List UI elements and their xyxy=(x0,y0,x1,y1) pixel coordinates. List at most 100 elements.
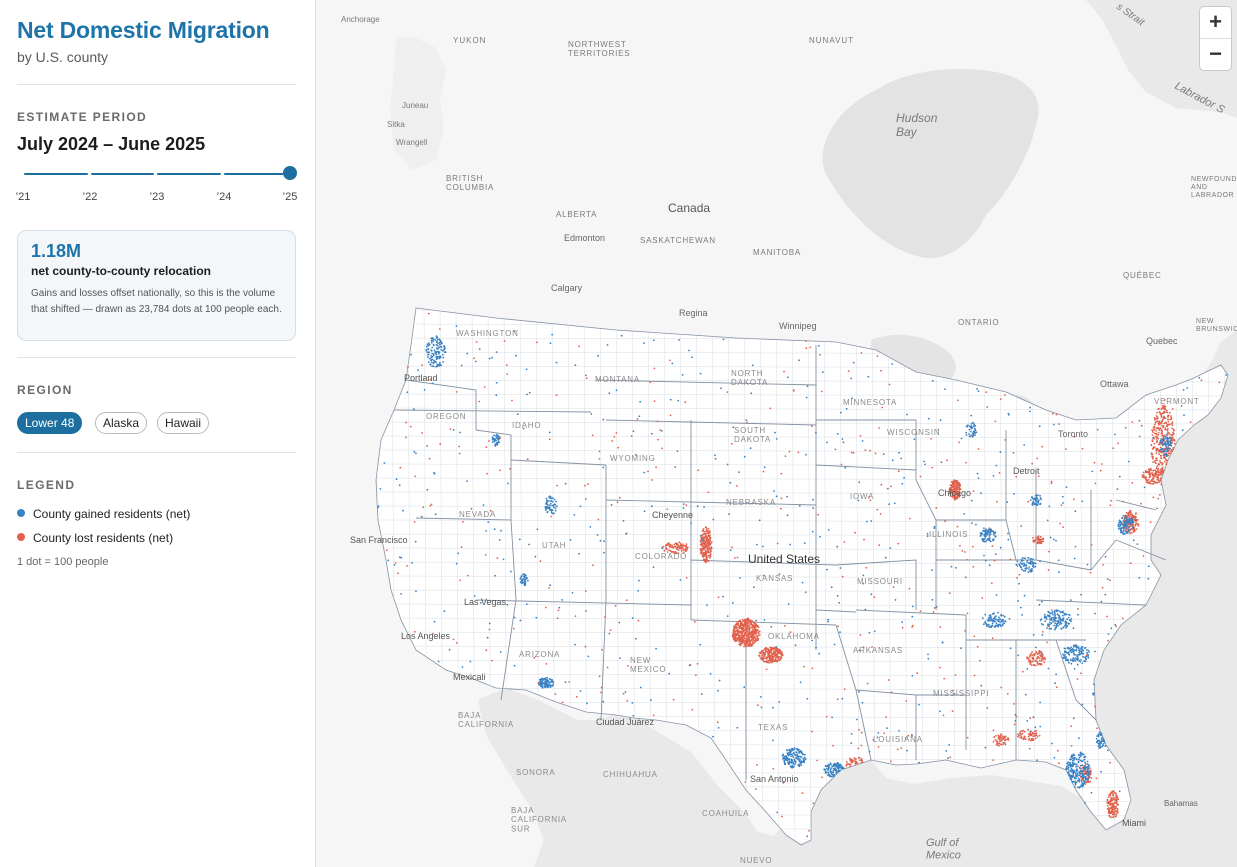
dot-gain xyxy=(836,545,839,548)
dot-gain xyxy=(650,699,652,702)
period-slider[interactable]: ’21 ’22 ’23 ’24 ’25 xyxy=(0,160,316,210)
dot-gain xyxy=(1100,738,1103,740)
dot-gain xyxy=(1058,571,1060,574)
dot-gain xyxy=(800,764,803,767)
dot-loss xyxy=(966,736,969,739)
dot-gain xyxy=(551,678,553,681)
dot-loss xyxy=(1036,457,1039,460)
dot-loss xyxy=(1150,482,1152,485)
dot-gain xyxy=(789,765,792,767)
dot-gain xyxy=(425,349,428,352)
dot-gain xyxy=(1119,524,1122,526)
slider-tick-label[interactable]: ’24 xyxy=(216,191,232,203)
dot-loss xyxy=(865,566,868,569)
united-states-landmass[interactable] xyxy=(375,307,1229,846)
dot-loss xyxy=(1031,660,1034,663)
dot-loss xyxy=(668,542,670,545)
slider-track-segment[interactable] xyxy=(157,172,221,175)
region-chip-lower-48[interactable]: Lower 48 xyxy=(17,412,83,434)
region-chip-alaska[interactable]: Alaska xyxy=(95,412,148,434)
dot-loss xyxy=(956,484,958,487)
zoom-in-button[interactable]: + xyxy=(1200,7,1231,39)
map-svg[interactable]: Anchorage YUKON NORTHWEST TERRITORIES NUN… xyxy=(316,0,1237,867)
dot-gain xyxy=(1062,502,1064,504)
slider-handle[interactable] xyxy=(283,166,297,180)
dot-loss xyxy=(703,531,706,533)
dot-loss xyxy=(754,628,757,631)
dot-loss xyxy=(1189,421,1192,423)
slider-track-segment[interactable] xyxy=(91,172,154,175)
dot-loss xyxy=(509,467,511,470)
dot-loss xyxy=(670,546,672,548)
dot-loss xyxy=(499,437,502,439)
dot-gain xyxy=(791,764,794,767)
dot-gain xyxy=(824,770,827,773)
region-chip-hawaii[interactable]: Hawaii xyxy=(157,412,210,434)
dot-loss xyxy=(705,555,707,557)
legend-label-loss: County lost residents (net) xyxy=(33,531,174,545)
dot-gain xyxy=(1088,773,1090,775)
dot-loss xyxy=(685,543,688,546)
dot-loss xyxy=(731,546,733,549)
dot-loss xyxy=(749,645,752,647)
dot-gain xyxy=(444,347,446,350)
dot-loss xyxy=(1002,743,1004,745)
slider-tick-label[interactable]: ’25 xyxy=(282,191,298,203)
dot-gain xyxy=(826,765,828,768)
slider-track-segment[interactable] xyxy=(224,172,286,175)
dot-loss xyxy=(956,525,959,528)
dot-loss xyxy=(991,637,994,640)
label-missouri: MISSOURI xyxy=(857,577,903,586)
dot-loss xyxy=(682,543,684,546)
dot-loss xyxy=(702,555,705,558)
dot-gain xyxy=(983,554,985,557)
divider xyxy=(17,84,296,85)
dot-loss xyxy=(743,641,746,643)
label-oregon: OREGON xyxy=(426,412,466,421)
dot-loss xyxy=(773,660,776,662)
dot-gain xyxy=(637,590,639,592)
zoom-out-button[interactable]: − xyxy=(1209,41,1222,66)
migration-dots xyxy=(377,312,1228,838)
dot-loss xyxy=(1021,732,1024,735)
dot-gain xyxy=(791,754,794,757)
slider-tick-label[interactable]: ’22 xyxy=(82,191,98,203)
dot-loss xyxy=(548,438,551,441)
dot-gain xyxy=(792,756,795,759)
dot-gain xyxy=(785,757,788,759)
dot-loss xyxy=(1043,661,1046,664)
dot-loss xyxy=(556,617,559,620)
dot-loss xyxy=(781,815,783,818)
dot-gain xyxy=(833,762,836,765)
dot-loss xyxy=(746,421,748,424)
dot-loss xyxy=(1038,650,1041,653)
dot-loss xyxy=(1161,430,1164,433)
dot-gain xyxy=(507,482,509,485)
dot-gain xyxy=(590,413,593,415)
dot-gain xyxy=(1032,561,1034,564)
dot-loss xyxy=(1093,461,1096,464)
dot-gain xyxy=(597,354,599,357)
dot-loss xyxy=(742,624,744,627)
slider-tick-label[interactable]: ’23 xyxy=(149,191,165,203)
dot-loss xyxy=(656,420,659,423)
dot-gain xyxy=(1077,613,1079,616)
dot-gain xyxy=(797,755,800,758)
dot-loss xyxy=(966,558,969,561)
dot-loss xyxy=(770,648,773,651)
dot-gain xyxy=(944,388,946,390)
dot-loss xyxy=(1155,447,1158,450)
dot-loss xyxy=(1134,518,1137,521)
dot-gain xyxy=(990,618,993,621)
dot-gain xyxy=(1016,560,1019,563)
dot-gain xyxy=(434,339,436,341)
dot-gain xyxy=(426,445,428,447)
dot-gain xyxy=(984,746,987,749)
dot-loss xyxy=(1029,732,1032,735)
map-canvas[interactable]: Anchorage YUKON NORTHWEST TERRITORIES NUN… xyxy=(316,0,1237,867)
dot-gain xyxy=(782,754,784,756)
dot-loss xyxy=(1156,416,1159,418)
slider-track-segment[interactable] xyxy=(24,172,88,175)
dot-loss xyxy=(754,640,757,643)
slider-tick-label[interactable]: ’21 xyxy=(15,191,31,203)
